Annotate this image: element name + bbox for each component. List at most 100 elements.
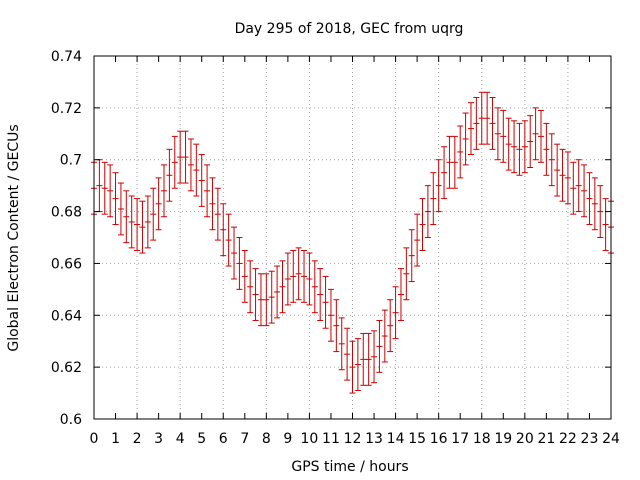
data-point bbox=[241, 249, 248, 303]
y-tick-label: 0.62 bbox=[51, 360, 82, 376]
data-point bbox=[177, 130, 184, 184]
x-tick-label: 13 bbox=[365, 431, 383, 447]
x-tick-label: 6 bbox=[219, 431, 228, 447]
data-point bbox=[268, 270, 275, 324]
data-point bbox=[301, 249, 308, 303]
data-point bbox=[171, 135, 178, 189]
data-point bbox=[543, 122, 550, 176]
data-point bbox=[155, 177, 162, 231]
data-point bbox=[537, 109, 544, 163]
chart-title: Day 295 of 2018, GEC from uqrg bbox=[235, 21, 464, 37]
data-point bbox=[166, 148, 173, 202]
data-point bbox=[419, 198, 426, 251]
data-point bbox=[279, 260, 286, 314]
data-point bbox=[128, 195, 135, 249]
data-point bbox=[117, 182, 124, 236]
data-point bbox=[257, 273, 264, 327]
y-tick-labels: 0.6 0.62 0.64 0.66 0.68 0.7 0.72 0.74 bbox=[51, 49, 82, 428]
data-point bbox=[161, 164, 168, 218]
data-point bbox=[322, 275, 329, 329]
x-tick-label: 11 bbox=[322, 431, 340, 447]
data-point bbox=[182, 130, 189, 184]
y-tick-label: 0.64 bbox=[51, 308, 82, 324]
data-point bbox=[505, 117, 512, 171]
data-point bbox=[107, 164, 114, 218]
data-point bbox=[306, 252, 313, 306]
data-point bbox=[204, 164, 211, 218]
data-point bbox=[451, 135, 458, 189]
data-point bbox=[333, 299, 340, 353]
data-point bbox=[144, 195, 151, 249]
data-point bbox=[397, 268, 404, 321]
data-point bbox=[263, 273, 270, 327]
data-point bbox=[473, 96, 480, 150]
x-tick-label: 16 bbox=[430, 431, 448, 447]
y-axis-label: Global Electron Content / GECUs bbox=[6, 124, 22, 351]
x-tick-label: 20 bbox=[516, 431, 534, 447]
data-point bbox=[424, 185, 431, 238]
data-point bbox=[414, 213, 421, 267]
x-tick-label: 19 bbox=[494, 431, 512, 447]
data-point bbox=[392, 286, 399, 340]
data-point bbox=[354, 338, 361, 391]
error-bars bbox=[91, 91, 614, 394]
data-point bbox=[284, 252, 291, 306]
data-point bbox=[441, 146, 448, 200]
data-point bbox=[581, 164, 588, 218]
data-point bbox=[602, 198, 609, 251]
data-point bbox=[193, 143, 200, 197]
data-point bbox=[381, 309, 388, 363]
data-point bbox=[198, 154, 205, 207]
data-point bbox=[327, 288, 334, 342]
data-point bbox=[516, 122, 523, 176]
x-tick-labels: 0 1 2 3 4 5 6 7 8 9 10 11 12 13 14 15 16 17 18 19 20 21 22 23 24 bbox=[90, 431, 620, 447]
x-tick-label: 8 bbox=[262, 431, 271, 447]
x-tick-label: 14 bbox=[387, 431, 405, 447]
data-point bbox=[134, 198, 141, 251]
data-point bbox=[511, 120, 518, 174]
data-point bbox=[225, 213, 232, 267]
data-point bbox=[290, 249, 297, 303]
data-point bbox=[112, 172, 119, 226]
x-axis-label: GPS time / hours bbox=[291, 459, 408, 475]
data-point bbox=[478, 91, 485, 145]
data-point bbox=[317, 268, 324, 321]
data-point bbox=[548, 133, 555, 187]
data-point bbox=[295, 247, 302, 301]
data-point bbox=[187, 138, 194, 192]
x-tick-label: 24 bbox=[602, 431, 620, 447]
x-tick-label: 9 bbox=[283, 431, 292, 447]
data-point bbox=[532, 107, 539, 161]
data-point bbox=[360, 332, 367, 386]
y-tick-label: 0.7 bbox=[60, 153, 82, 169]
data-point bbox=[559, 148, 566, 202]
data-point bbox=[564, 151, 571, 205]
data-point bbox=[220, 203, 227, 257]
x-tick-label: 21 bbox=[537, 431, 555, 447]
data-point bbox=[484, 91, 491, 145]
y-tick-label: 0.72 bbox=[51, 101, 82, 117]
data-point bbox=[457, 125, 464, 179]
data-point bbox=[591, 177, 598, 231]
axis-ticks bbox=[93, 55, 612, 420]
data-point bbox=[527, 115, 534, 168]
data-point bbox=[209, 177, 216, 231]
data-point bbox=[96, 159, 103, 213]
x-tick-label: 10 bbox=[301, 431, 319, 447]
data-point bbox=[462, 112, 469, 166]
data-point bbox=[435, 159, 442, 213]
grid-lines bbox=[94, 56, 611, 419]
data-point bbox=[371, 330, 378, 384]
x-tick-label: 0 bbox=[90, 431, 99, 447]
x-tick-label: 1 bbox=[111, 431, 120, 447]
data-point bbox=[365, 332, 372, 386]
y-tick-label: 0.68 bbox=[51, 205, 82, 221]
data-point bbox=[408, 229, 415, 283]
data-point bbox=[252, 268, 259, 321]
y-tick-label: 0.74 bbox=[51, 49, 82, 65]
x-tick-label: 2 bbox=[133, 431, 142, 447]
data-point bbox=[123, 190, 130, 244]
data-point bbox=[521, 120, 528, 174]
x-tick-label: 18 bbox=[473, 431, 491, 447]
